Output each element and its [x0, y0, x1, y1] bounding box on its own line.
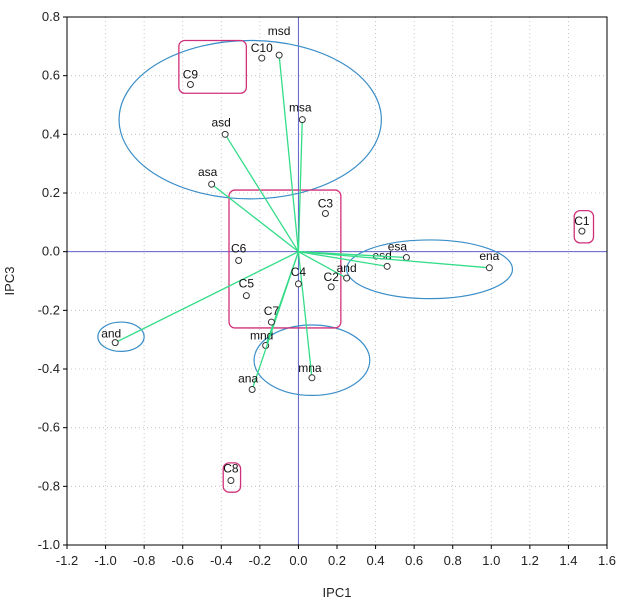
- y-axis-ticks: -1.0 -0.8 -0.6 -0.4 -0.2 0.0 0.2 0.4 0.6 0.8: [38, 9, 67, 552]
- vector-line: [278, 55, 300, 252]
- group-ellipse: [118, 39, 382, 200]
- vector-line: [251, 251, 300, 390]
- y-tick-label: -0.2: [38, 302, 60, 317]
- vector-point: [111, 339, 119, 347]
- x-tick-label: 0.2: [328, 553, 346, 568]
- y-tick-label: 0.0: [42, 244, 60, 259]
- vector-line: [298, 251, 388, 267]
- x-tick-label: -0.2: [249, 553, 271, 568]
- vector-line: [297, 251, 313, 378]
- score-label: C6: [231, 241, 247, 255]
- vector-line: [114, 251, 299, 344]
- score-point: [235, 256, 243, 264]
- vector-line: [298, 251, 490, 269]
- score-label: C9: [183, 67, 199, 81]
- group-box: [573, 209, 595, 244]
- x-tick-label: -0.4: [210, 553, 232, 568]
- x-tick-label: 0.4: [367, 553, 385, 568]
- grid: [66, 16, 608, 546]
- vector-label: mnd: [250, 329, 273, 343]
- vector-point: [343, 274, 351, 282]
- score-point: [578, 227, 586, 235]
- score-label: C1: [574, 214, 590, 228]
- vector-label: mna: [298, 361, 322, 375]
- vector-line: [298, 251, 347, 279]
- y-tick-label: 0.2: [42, 185, 60, 200]
- vector-label: and: [337, 261, 357, 275]
- y-tick-label: 0.6: [42, 68, 60, 83]
- score-point: [327, 283, 335, 291]
- score-point: [227, 476, 235, 484]
- y-tick-label: 0.4: [42, 126, 60, 141]
- group-ellipse: [346, 239, 514, 300]
- score-label: C4: [291, 265, 307, 279]
- y-tick-label: -0.8: [38, 478, 60, 493]
- group-ellipse: [253, 324, 371, 397]
- x-tick-label: 1.4: [559, 553, 577, 568]
- vector-label: and: [101, 327, 121, 341]
- group-box: [178, 39, 248, 94]
- vector-label: ana: [238, 372, 258, 386]
- score-label: C3: [318, 197, 334, 211]
- vector-point: [221, 130, 229, 138]
- group-ellipse: [97, 321, 145, 353]
- x-tick-label: 0.6: [405, 553, 423, 568]
- x-axis-ticks: -1.2 -1.0 -0.8 -0.6 -0.4 -0.2 0.0 0.2 0.4 0.6 0.8 1…: [56, 545, 616, 568]
- y-tick-label: -0.6: [38, 420, 60, 435]
- vector-line: [211, 183, 299, 253]
- x-tick-label: 1.2: [521, 553, 539, 568]
- vector-point: [208, 180, 216, 188]
- score-point: [321, 210, 329, 218]
- y-axis-title: IPC3: [2, 267, 17, 296]
- vector-label: asa: [198, 165, 218, 179]
- vector-line: [224, 133, 299, 253]
- score-point: [267, 318, 275, 326]
- x-tick-label: -1.2: [56, 553, 78, 568]
- x-tick-label: -0.6: [172, 553, 194, 568]
- y-tick-label: -1.0: [38, 537, 60, 552]
- vector-label: esa: [388, 240, 408, 254]
- x-tick-label: 1.0: [482, 553, 500, 568]
- x-axis-title: IPC1: [323, 585, 352, 600]
- vector-label: msa: [289, 101, 312, 115]
- vector-point: [298, 116, 306, 124]
- vector-point: [248, 386, 256, 394]
- vector-label: asd: [211, 115, 230, 129]
- vector-point: [308, 374, 316, 382]
- vector-point: [275, 51, 283, 59]
- score-label: C2: [324, 270, 340, 284]
- score-label: C7: [264, 304, 280, 318]
- vector-label: ena: [479, 249, 499, 263]
- score-label: C5: [239, 277, 255, 291]
- x-tick-label: 0.8: [444, 553, 462, 568]
- group-ellipses: [97, 39, 514, 397]
- score-label: C8: [223, 461, 239, 475]
- score-point: [186, 80, 194, 88]
- score-label: C10: [251, 41, 273, 55]
- vector-point: [485, 264, 493, 272]
- score-point: [294, 280, 302, 288]
- y-tick-label: 0.8: [42, 9, 60, 24]
- y-tick-label: -0.4: [38, 361, 60, 376]
- score-point: [242, 292, 250, 300]
- x-tick-label: 1.6: [598, 553, 616, 568]
- vector-point: [383, 262, 391, 270]
- x-tick-label: -1.0: [94, 553, 116, 568]
- score-point: [258, 54, 266, 62]
- x-tick-label: 0.0: [289, 553, 307, 568]
- vector-label: msd: [268, 24, 291, 38]
- group-box: [222, 462, 242, 493]
- score-points: C1 C2 C3 C4 C5 C6 C7 C8 C9 C10: [183, 41, 590, 484]
- x-tick-label: -0.8: [133, 553, 155, 568]
- vector-point: [402, 254, 410, 262]
- vector-line: [297, 119, 303, 252]
